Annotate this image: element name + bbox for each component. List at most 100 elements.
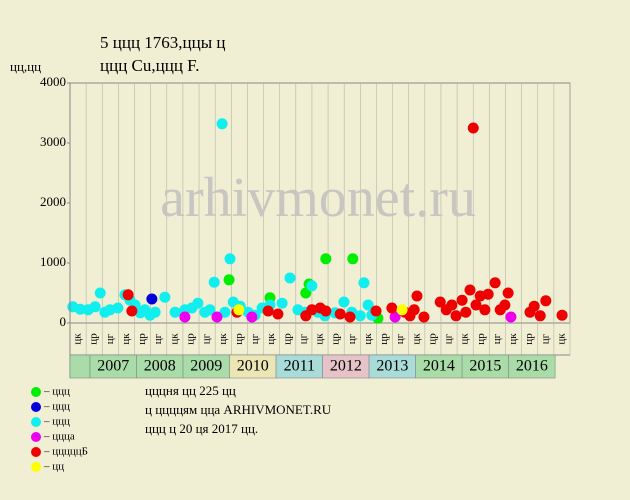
point <box>74 303 86 315</box>
point <box>460 306 472 318</box>
x-sublabel: цк <box>265 333 277 345</box>
point <box>362 299 374 311</box>
x-sublabel: цр <box>426 333 438 345</box>
point <box>464 284 476 296</box>
note: цццня цц 225 цц <box>145 383 236 398</box>
year-label: 2010 <box>237 358 269 375</box>
point <box>306 280 318 292</box>
year-label: 2008 <box>144 358 176 375</box>
year-label: 2014 <box>423 358 455 375</box>
point <box>126 305 138 317</box>
point <box>320 305 332 317</box>
year-label: 2013 <box>376 358 408 375</box>
x-sublabel: цр <box>475 333 487 345</box>
point <box>262 305 274 317</box>
point <box>179 311 191 323</box>
legend-marker <box>31 432 41 442</box>
point <box>89 301 101 313</box>
note: ц ццццям цца ARHIVMONET.RU <box>145 402 332 417</box>
x-sublabel: цр <box>136 333 148 345</box>
point <box>470 299 482 311</box>
point <box>418 311 430 323</box>
x-sublabel: цк <box>168 333 180 345</box>
point <box>216 118 228 130</box>
x-sublabel: цг <box>152 333 164 344</box>
legend-marker <box>31 402 41 412</box>
point <box>370 305 382 317</box>
point <box>354 310 366 322</box>
point <box>219 306 231 318</box>
point <box>272 308 284 320</box>
watermark: arhivmonet.ru <box>160 167 476 229</box>
legend-label: – ццца <box>43 431 75 443</box>
x-sublabel: цк <box>410 333 422 345</box>
point <box>456 294 468 306</box>
point <box>208 276 220 288</box>
x-sublabel: цг <box>249 333 261 344</box>
x-sublabel: цр <box>184 333 196 345</box>
x-sublabel: цк <box>362 333 374 345</box>
y-tick-label: 2000 <box>40 194 66 209</box>
point <box>347 253 359 265</box>
point <box>499 299 511 311</box>
point <box>211 311 223 323</box>
point <box>467 122 479 134</box>
point <box>489 277 501 289</box>
point <box>408 304 420 316</box>
x-sublabel: цг <box>443 333 455 344</box>
x-sublabel: цк <box>555 333 567 345</box>
point <box>334 308 346 320</box>
y-axis-label: цц,цц <box>10 59 41 74</box>
year-label: 2015 <box>469 358 501 375</box>
point <box>284 272 296 284</box>
x-sublabel: цр <box>233 333 245 345</box>
x-sublabel: цр <box>378 333 390 345</box>
point <box>300 287 312 299</box>
x-sublabel: цк <box>507 333 519 345</box>
x-sublabel: цр <box>281 333 293 345</box>
x-sublabel: цг <box>201 333 213 344</box>
point <box>306 304 318 316</box>
legend-label: – цццццБ <box>43 446 88 458</box>
point <box>505 311 517 323</box>
x-sublabel: цр <box>330 333 342 345</box>
point <box>482 288 494 300</box>
point <box>94 287 106 299</box>
point <box>556 309 568 321</box>
point <box>112 302 124 314</box>
point <box>450 310 462 322</box>
year-label: 2016 <box>516 358 548 375</box>
legend-label: – ццц <box>43 386 70 398</box>
point <box>192 297 204 309</box>
legend-label: – ццц <box>43 401 70 413</box>
point <box>224 253 236 265</box>
point <box>528 300 540 312</box>
point <box>434 296 446 308</box>
x-sublabel: цг <box>297 333 309 344</box>
year-cell <box>508 354 556 379</box>
point <box>411 290 423 302</box>
point <box>233 304 245 316</box>
point <box>344 311 356 323</box>
x-sublabel: цг <box>104 333 116 344</box>
point <box>502 287 514 299</box>
point <box>276 297 288 309</box>
point <box>149 306 161 318</box>
chart-subtitle: ццц Cu,ццц F. <box>100 56 200 75</box>
legend-marker <box>31 387 41 397</box>
year-label: 2009 <box>190 358 222 375</box>
note: ццц ц 20 ця 2017 цц. <box>145 421 258 436</box>
x-sublabel: цр <box>523 333 535 345</box>
x-sublabel: цг <box>491 333 503 344</box>
x-sublabel: цг <box>539 333 551 344</box>
points <box>67 118 568 324</box>
x-sublabel: цг <box>346 333 358 344</box>
point <box>358 277 370 289</box>
x-sublabel: цк <box>120 333 132 345</box>
point <box>122 289 134 301</box>
legend-marker <box>31 447 41 457</box>
point <box>386 302 398 314</box>
legend-marker <box>31 462 41 472</box>
legend-label: – ццц <box>43 416 70 428</box>
